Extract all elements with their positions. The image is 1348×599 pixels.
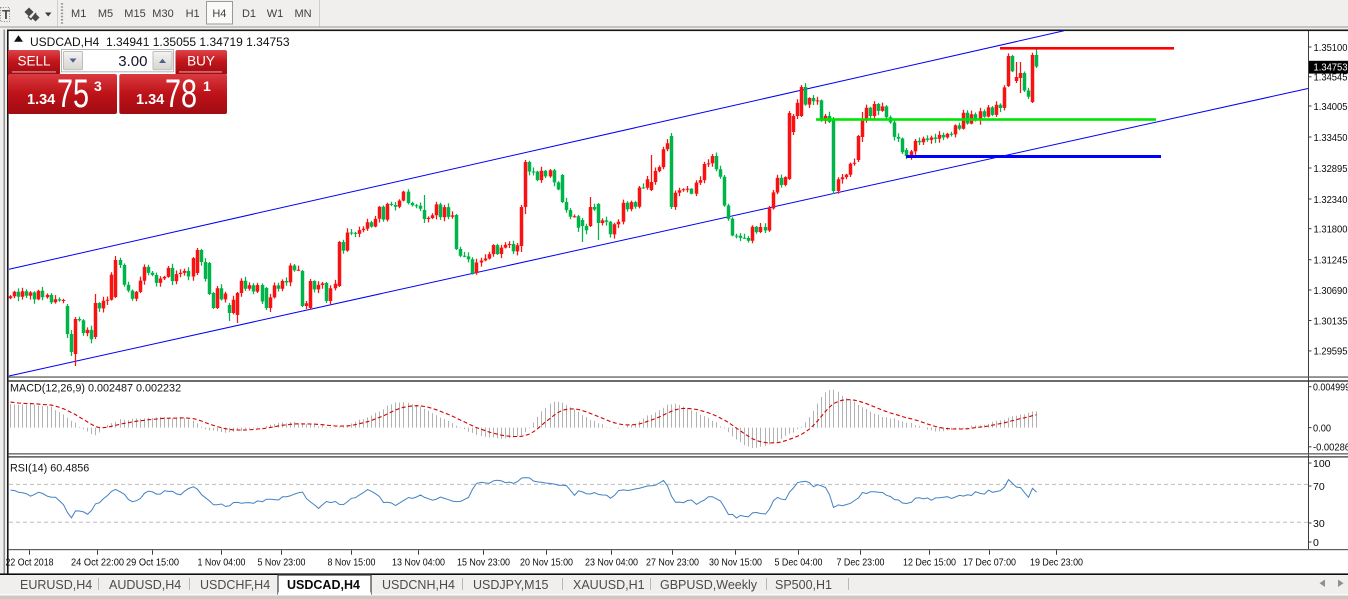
svg-text:22 Oct 2018: 22 Oct 2018: [6, 557, 54, 569]
svg-text:1.34: 1.34: [27, 92, 55, 108]
svg-text:XAUUSD,H1: XAUUSD,H1: [573, 578, 645, 592]
svg-text:-0.00286: -0.00286: [1313, 442, 1348, 454]
svg-text:1: 1: [203, 78, 211, 94]
svg-text:1.30135: 1.30135: [1314, 315, 1348, 327]
svg-text:17 Dec 07:00: 17 Dec 07:00: [963, 557, 1016, 569]
svg-text:MACD(12,26,9) 0.002487 0.00223: MACD(12,26,9) 0.002487 0.002232: [10, 383, 181, 395]
svg-text:GBPUSD,Weekly: GBPUSD,Weekly: [660, 578, 758, 592]
svg-text:5 Dec 04:00: 5 Dec 04:00: [775, 557, 823, 569]
svg-text:1.32895: 1.32895: [1314, 163, 1348, 175]
svg-text:12 Dec 15:00: 12 Dec 15:00: [903, 557, 956, 569]
svg-text:W1: W1: [267, 8, 284, 20]
svg-text:T: T: [2, 7, 10, 22]
svg-text:1.34: 1.34: [136, 92, 164, 108]
svg-text:H4: H4: [212, 8, 226, 20]
svg-text:3: 3: [94, 78, 102, 94]
svg-text:1.34545: 1.34545: [1314, 72, 1348, 84]
svg-text:24 Oct 22:00: 24 Oct 22:00: [71, 557, 124, 569]
svg-text:1.34753: 1.34753: [1314, 62, 1348, 74]
svg-text:13 Nov 04:00: 13 Nov 04:00: [392, 557, 445, 569]
svg-text:1.29595: 1.29595: [1314, 346, 1348, 358]
svg-text:23 Nov 04:00: 23 Nov 04:00: [585, 557, 638, 569]
svg-text:EURUSD,H4: EURUSD,H4: [20, 578, 92, 592]
svg-text:M1: M1: [71, 8, 86, 20]
svg-text:29 Oct 15:00: 29 Oct 15:00: [126, 557, 179, 569]
svg-text:30: 30: [1313, 518, 1325, 530]
svg-text:20 Nov 15:00: 20 Nov 15:00: [520, 557, 573, 569]
svg-text:1.30690: 1.30690: [1314, 285, 1348, 297]
svg-text:1.31245: 1.31245: [1314, 255, 1348, 267]
svg-text:M30: M30: [152, 8, 173, 20]
svg-text:1.34005: 1.34005: [1314, 101, 1348, 113]
svg-text:1.32340: 1.32340: [1314, 194, 1348, 206]
svg-text:1 Nov 04:00: 1 Nov 04:00: [198, 557, 246, 569]
svg-text:USDCHF,H4: USDCHF,H4: [200, 578, 270, 592]
svg-text:M5: M5: [98, 8, 113, 20]
svg-text:0.004999: 0.004999: [1313, 382, 1348, 394]
svg-text:8 Nov 15:00: 8 Nov 15:00: [328, 557, 376, 569]
svg-text:1.33450: 1.33450: [1314, 132, 1348, 144]
svg-text:BUY: BUY: [187, 54, 215, 69]
svg-text:AUDUSD,H4: AUDUSD,H4: [109, 578, 181, 592]
svg-text:USDJPY,M15: USDJPY,M15: [473, 578, 549, 592]
svg-text:19 Dec 23:00: 19 Dec 23:00: [1030, 557, 1083, 569]
svg-text:0: 0: [1313, 537, 1319, 549]
svg-text:1.35100: 1.35100: [1314, 42, 1348, 54]
svg-text:75: 75: [57, 72, 89, 116]
svg-text:D1: D1: [242, 8, 256, 20]
svg-text:3.00: 3.00: [118, 53, 147, 70]
svg-text:1.31800: 1.31800: [1314, 224, 1348, 236]
svg-text:RSI(14) 60.4856: RSI(14) 60.4856: [10, 463, 89, 475]
svg-text:MN: MN: [294, 8, 311, 20]
svg-text:7 Dec 23:00: 7 Dec 23:00: [837, 557, 885, 569]
svg-text:30 Nov 15:00: 30 Nov 15:00: [709, 557, 762, 569]
svg-text:78: 78: [165, 72, 197, 116]
svg-text:M15: M15: [124, 8, 145, 20]
svg-text:70: 70: [1313, 481, 1325, 493]
svg-text:0.00: 0.00: [1313, 422, 1331, 434]
svg-text:SELL: SELL: [17, 54, 51, 69]
svg-text:100: 100: [1313, 458, 1331, 470]
svg-text:USDCAD,H4: USDCAD,H4: [287, 578, 360, 592]
svg-text:SP500,H1: SP500,H1: [775, 578, 832, 592]
svg-text:H1: H1: [186, 8, 200, 20]
svg-text:5 Nov 23:00: 5 Nov 23:00: [258, 557, 306, 569]
svg-text:USDCAD,H4 1.34941 1.35055 1.3: USDCAD,H4 1.34941 1.35055 1.34719 1.3475…: [30, 35, 290, 49]
svg-text:15 Nov 23:00: 15 Nov 23:00: [457, 557, 510, 569]
svg-text:27 Nov 23:00: 27 Nov 23:00: [646, 557, 699, 569]
svg-text:USDCNH,H4: USDCNH,H4: [382, 578, 455, 592]
